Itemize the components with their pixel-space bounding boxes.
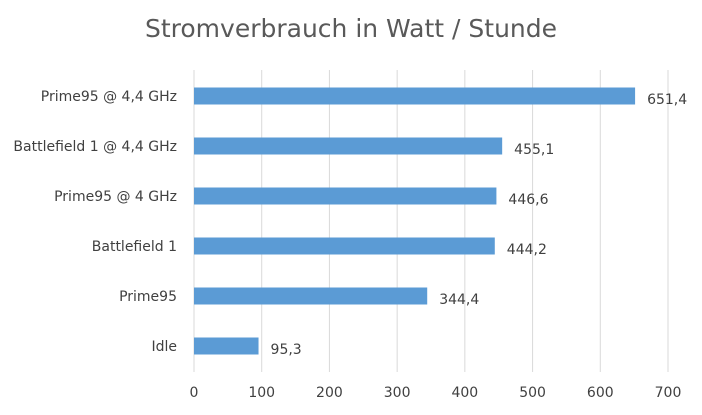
x-tick-label: 700 — [655, 385, 682, 401]
bar — [194, 287, 428, 305]
x-tick-label: 400 — [451, 385, 478, 401]
category-label: Battlefield 1 — [92, 239, 177, 255]
x-tick-label: 500 — [519, 385, 546, 401]
bar — [194, 87, 636, 105]
category-label: Prime95 @ 4,4 GHz — [41, 89, 177, 105]
data-label: 95,3 — [271, 342, 302, 358]
bar — [194, 137, 503, 155]
category-label: Idle — [151, 339, 177, 355]
data-label: 344,4 — [439, 292, 479, 308]
data-label: 446,6 — [508, 192, 548, 208]
category-labels: Prime95 @ 4,4 GHz Battlefield 1 @ 4,4 GHz… — [13, 89, 177, 355]
data-label: 651,4 — [647, 92, 687, 108]
x-tick-label: 200 — [316, 385, 343, 401]
category-label: Prime95 — [119, 289, 177, 305]
chart-title: Stromverbrauch in Watt / Stunde — [144, 14, 558, 43]
category-label: Prime95 @ 4 GHz — [54, 189, 177, 205]
x-axis-ticks: 0 100 200 300 400 500 600 700 — [190, 385, 682, 401]
data-label: 455,1 — [514, 142, 554, 158]
bar — [194, 337, 259, 355]
value-labels: 651,4 455,1 446,6 444,2 344,4 95,3 — [271, 92, 688, 358]
category-label: Battlefield 1 @ 4,4 GHz — [13, 139, 177, 155]
x-tick-label: 300 — [384, 385, 411, 401]
gridlines — [193, 70, 669, 372]
data-label: 444,2 — [507, 242, 547, 258]
bar — [194, 187, 497, 205]
bar — [194, 237, 495, 255]
x-tick-label: 0 — [190, 385, 199, 401]
x-tick-label: 100 — [248, 385, 275, 401]
x-tick-label: 600 — [587, 385, 614, 401]
bars — [194, 87, 636, 355]
